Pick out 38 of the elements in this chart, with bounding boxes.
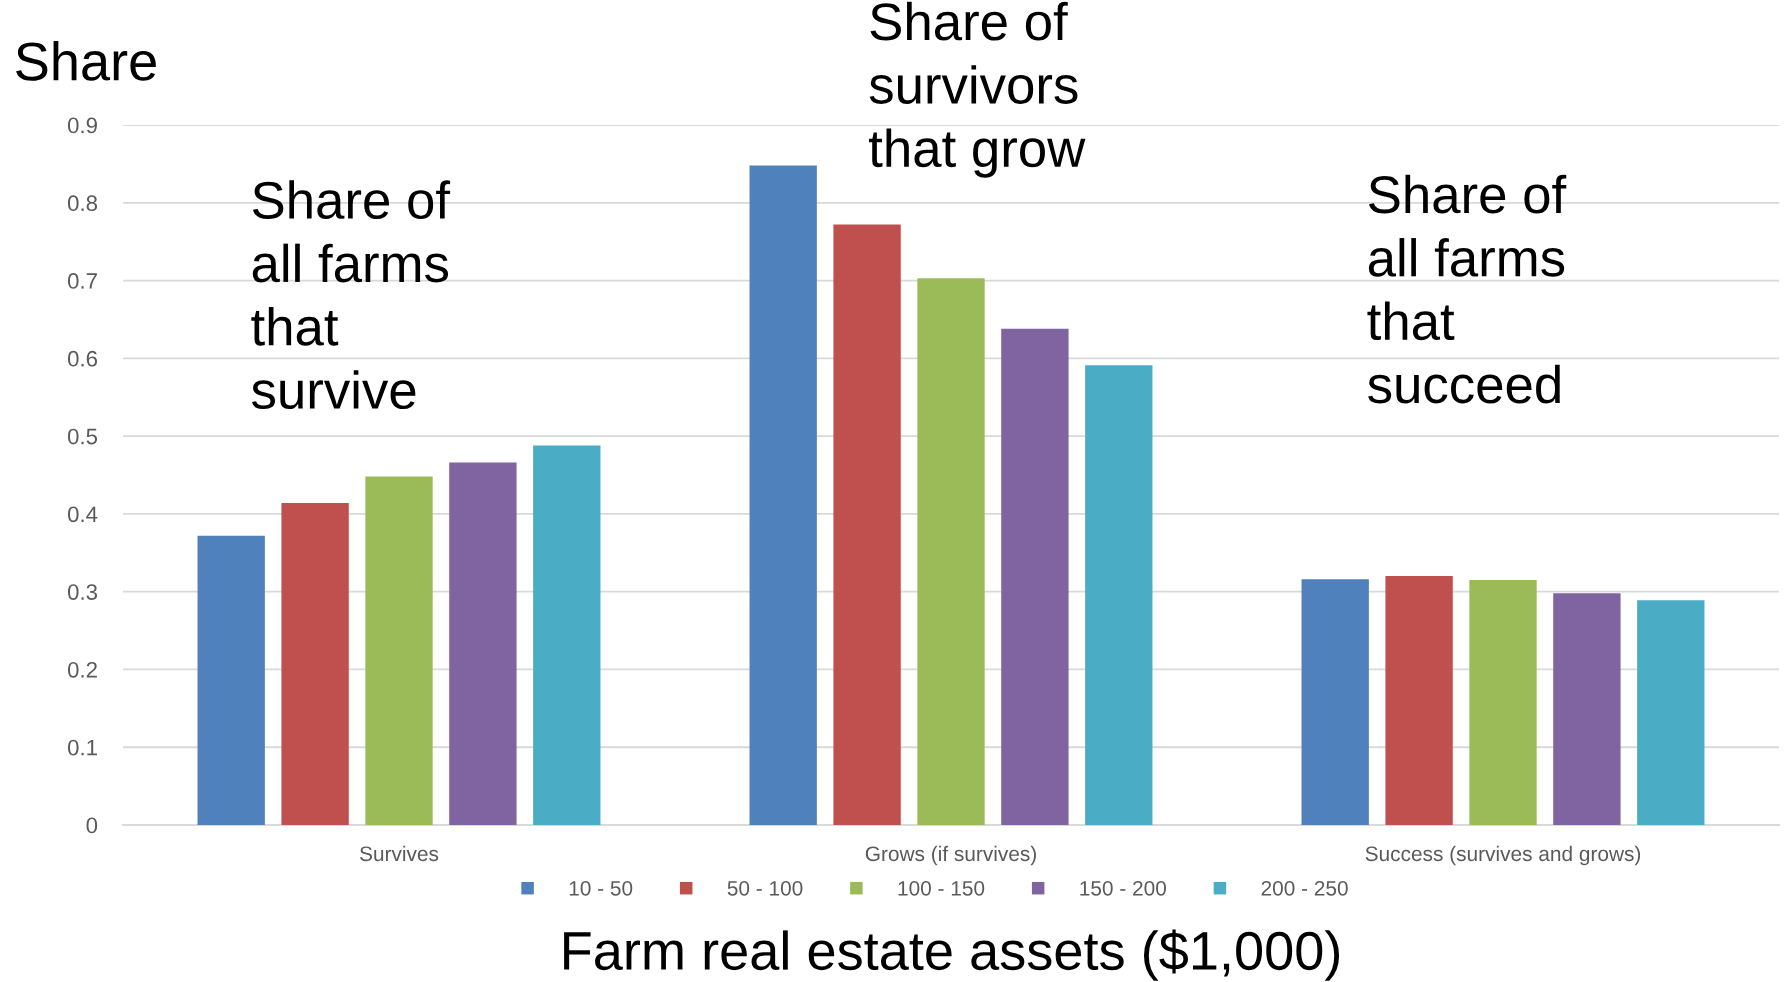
legend-label: 50 - 100 bbox=[727, 880, 803, 896]
x-axis-title: Farm real estate assets ($1,000) bbox=[564, 929, 1340, 981]
legend-label: 200 - 250 bbox=[1261, 880, 1348, 896]
bar bbox=[749, 165, 817, 825]
x-tick-label: Grows (if survives) bbox=[865, 845, 1036, 866]
bar bbox=[533, 445, 601, 825]
bar bbox=[197, 535, 265, 825]
y-tick-label: 0.3 bbox=[67, 584, 98, 600]
annotation: Share of all farms that survive bbox=[251, 180, 451, 410]
y-tick-label: 0.2 bbox=[67, 661, 97, 678]
y-tick-label: 0.9 bbox=[67, 117, 97, 134]
annotation: Share of survivors that grow bbox=[869, 1, 1086, 178]
bar bbox=[281, 503, 349, 825]
bar bbox=[1385, 576, 1453, 825]
bar bbox=[365, 476, 433, 825]
x-tick-label: Survives bbox=[360, 845, 439, 862]
legend-label: 150 - 200 bbox=[1080, 880, 1166, 896]
x-tick-label: Success (survives and grows) bbox=[1365, 845, 1641, 866]
annotation: Share of all farms that succeed bbox=[1367, 174, 1567, 404]
y-tick-label: 0.1 bbox=[67, 739, 97, 756]
y-tick-label: 0 bbox=[86, 817, 98, 834]
bar bbox=[917, 278, 985, 825]
bar bbox=[1001, 328, 1069, 825]
legend-label: 100 - 150 bbox=[898, 880, 985, 896]
y-tick-label: 0.5 bbox=[67, 428, 98, 445]
y-tick-label: 0.8 bbox=[67, 195, 98, 212]
legend-label: 10 - 50 bbox=[569, 880, 633, 896]
bar bbox=[1085, 365, 1153, 825]
bar bbox=[1469, 580, 1537, 825]
y-tick-label: 0.6 bbox=[67, 350, 98, 367]
bar bbox=[449, 462, 517, 825]
bar bbox=[833, 224, 901, 825]
y-axis-title: Share bbox=[16, 40, 156, 81]
y-tick-label: 0.4 bbox=[67, 506, 98, 523]
bar bbox=[1637, 600, 1705, 825]
bar bbox=[1301, 579, 1369, 825]
y-tick-label: 0.7 bbox=[67, 273, 97, 289]
bar bbox=[1553, 593, 1621, 825]
